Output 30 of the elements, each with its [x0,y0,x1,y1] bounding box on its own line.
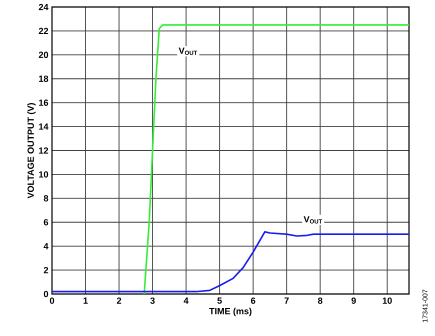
y-tick-label: 4 [44,243,48,250]
y-tick-label: 20 [38,52,48,58]
x-tick-label: 7 [284,298,289,304]
y-tick-label: 16 [39,99,48,106]
x-tick-label: 5 [217,298,222,304]
x-tick-label: 2 [116,298,122,304]
series-label: V$_{OUT}$ [304,216,322,224]
y-tick-label: 2 [44,266,48,274]
y-tick-label: 8 [44,195,48,202]
y-tick-label: 14 [39,123,48,130]
x-tick-label: 6 [250,298,256,304]
x-tick-label: 4 [184,298,189,304]
x-tick-label: 10 [382,298,392,304]
x-tick-label: 1 [84,298,88,304]
x-tick-label: 9 [352,298,356,304]
y-tick-label: 6 [44,219,48,226]
y-tick-label: 0 [44,290,48,298]
line-series [143,24,410,294]
y-tick-label: 12 [39,147,48,154]
x-tick-label: 3 [150,298,155,304]
y-tick-label: 10 [39,171,48,178]
x-tick-label: 8 [318,298,322,304]
y-axis-title: VOLTAGE OUTPUT (V) [27,103,36,198]
y-tick-label: 24 [38,4,48,10]
y-tick-label: 22 [38,28,48,34]
x-tick-label: 0 [50,298,54,304]
x-axis-title: TIME (ms) [209,308,252,316]
line-series [52,231,410,292]
y-tick-label: 18 [39,76,48,82]
text: V$_{OUT}$ [178,48,198,55]
